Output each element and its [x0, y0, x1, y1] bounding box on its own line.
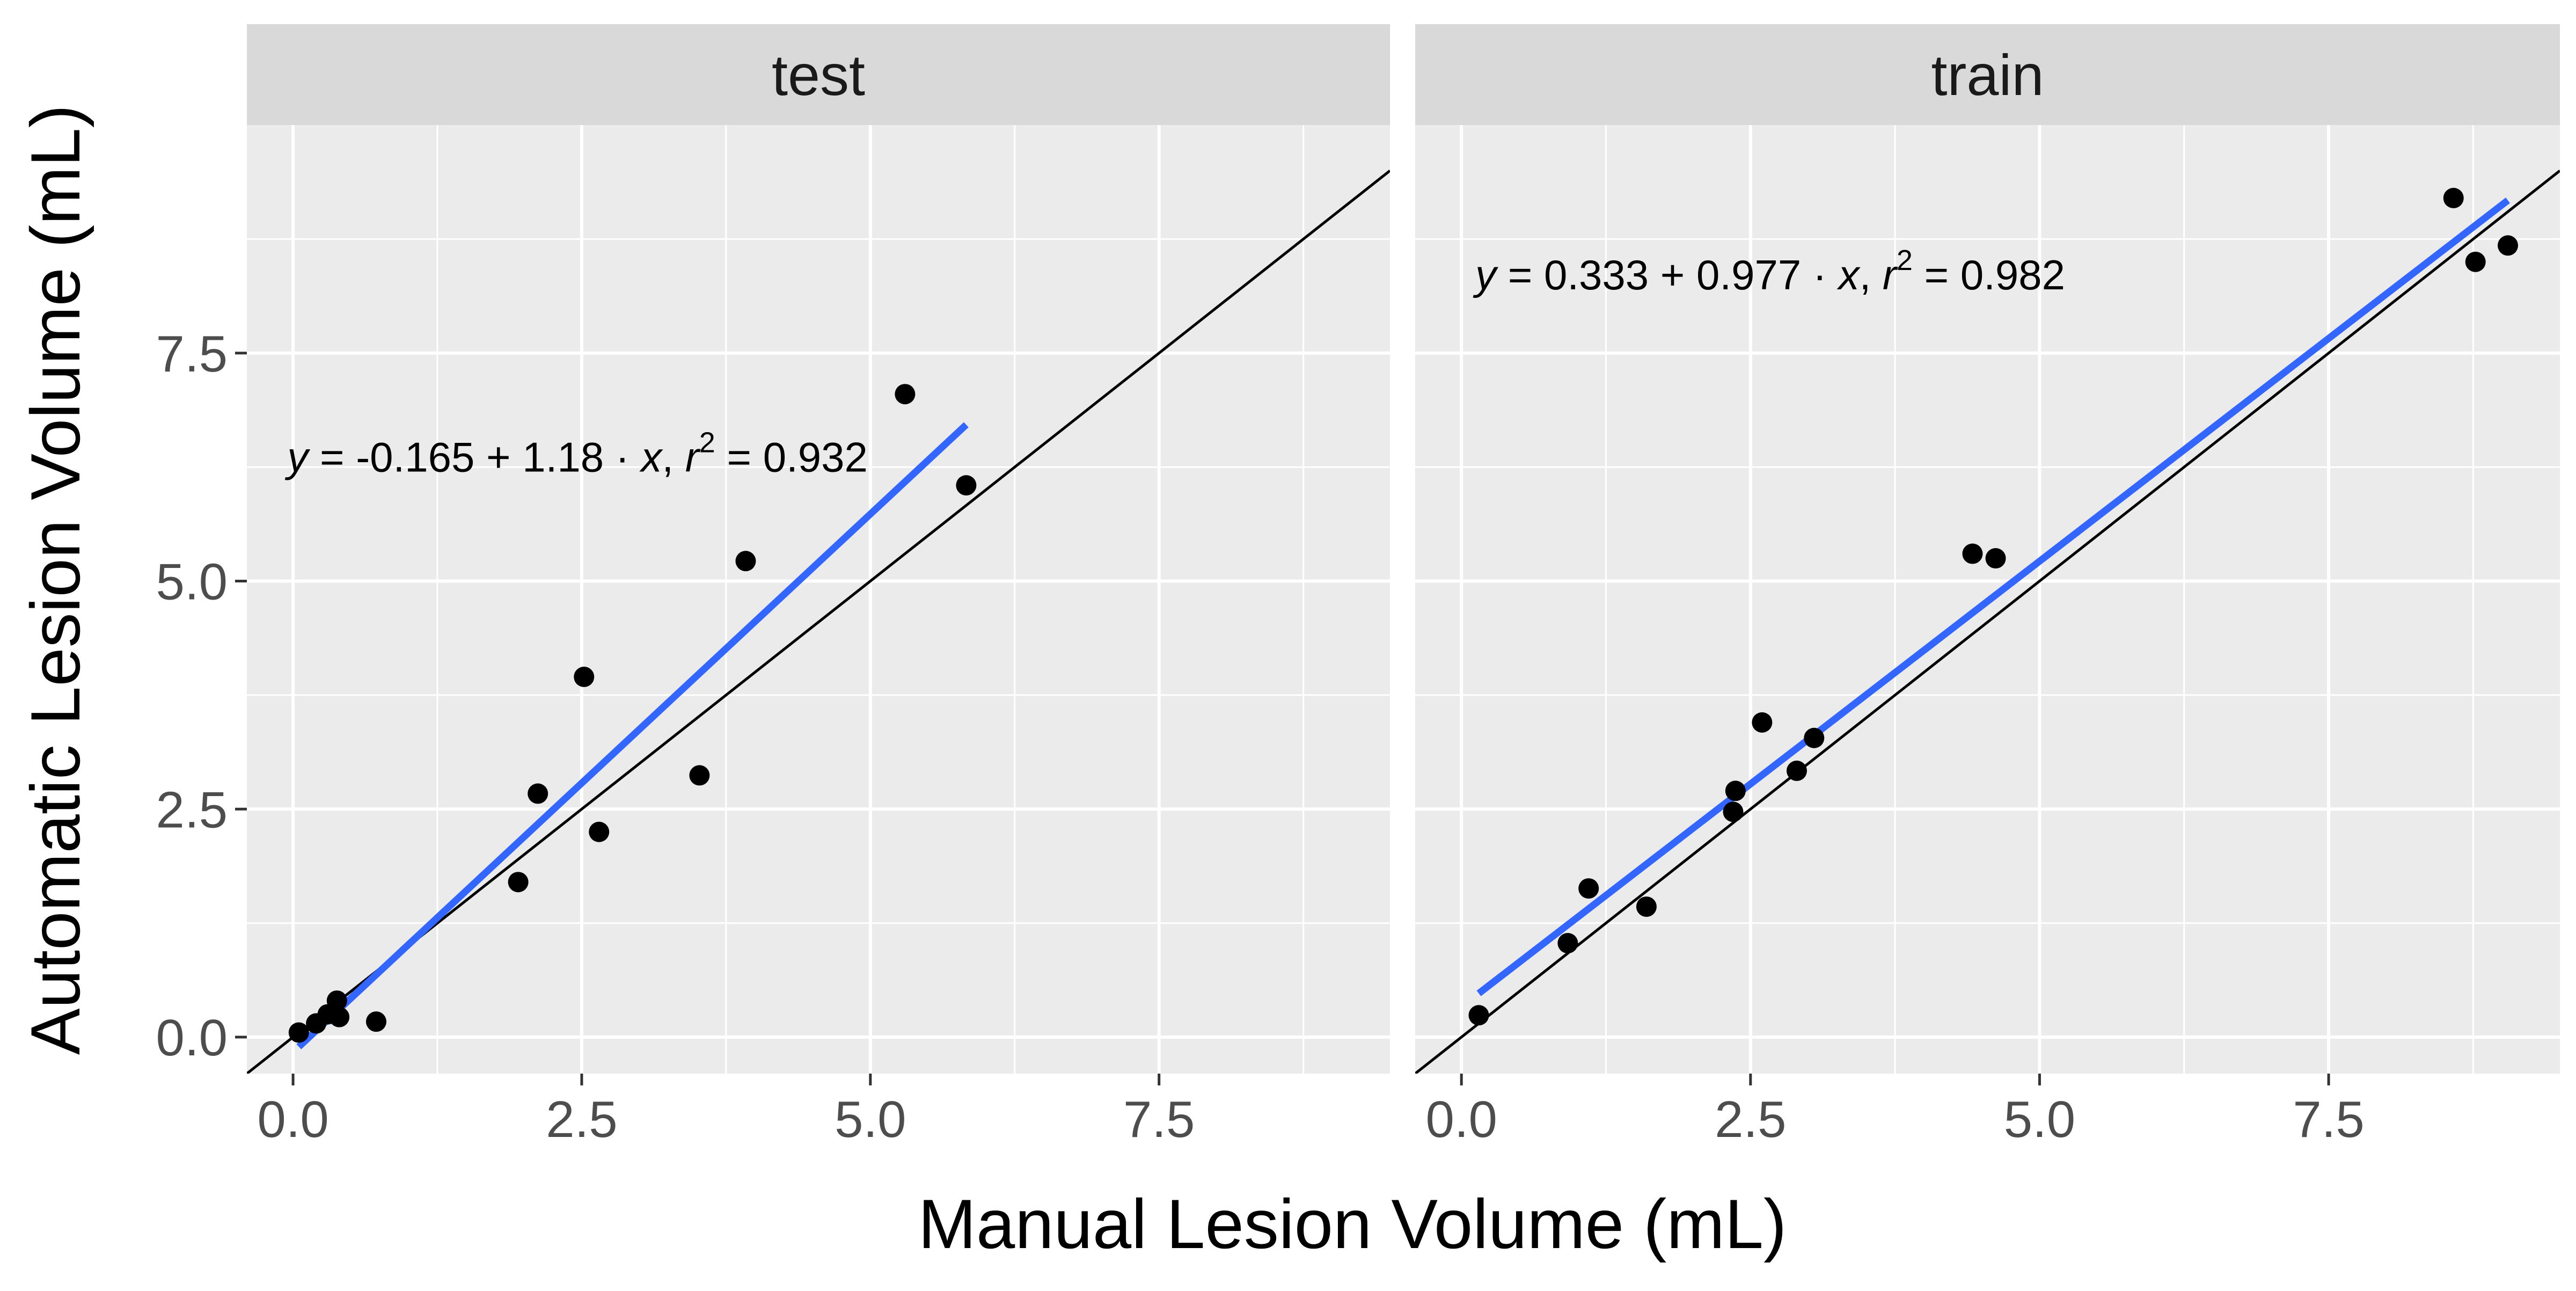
- identity-line: [1415, 169, 2560, 1074]
- y-tick-label: 2.5: [156, 781, 228, 838]
- data-point: [1636, 896, 1657, 917]
- data-point: [329, 1006, 350, 1027]
- data-point: [1752, 712, 1773, 733]
- x-tick-label: 7.5: [2293, 1091, 2364, 1148]
- panel-data-layer: [1415, 169, 2560, 1074]
- x-axis-title: Manual Lesion Volume (mL): [918, 1185, 1787, 1263]
- data-point: [365, 1011, 386, 1032]
- data-point: [956, 475, 977, 496]
- x-tick-label: 5.0: [835, 1091, 906, 1148]
- facet-strip: [1415, 24, 2560, 125]
- data-point: [689, 765, 710, 786]
- data-point: [1468, 1005, 1489, 1026]
- x-tick-label: 0.0: [257, 1091, 328, 1148]
- data-point: [528, 783, 548, 804]
- data-point: [326, 990, 347, 1011]
- x-tick-label: 7.5: [1123, 1091, 1195, 1148]
- data-point: [2465, 251, 2486, 272]
- identity-line: [247, 169, 1390, 1074]
- y-axis-title: Automatic Lesion Volume (mL): [16, 105, 94, 1055]
- y-tick-label: 7.5: [156, 325, 228, 383]
- panel-train: train y = 0.333 + 0.977 · x, r2 = 0.982 0.…: [1415, 24, 2560, 1148]
- data-point: [1804, 727, 1825, 748]
- data-point: [1962, 543, 1983, 564]
- data-point: [589, 821, 610, 842]
- data-point: [895, 384, 916, 405]
- data-point: [508, 872, 529, 893]
- facet-label: test: [772, 42, 865, 107]
- regression-line: [296, 422, 969, 1049]
- facet-strip: [247, 24, 1390, 125]
- data-point: [1725, 781, 1746, 801]
- regression-equation: y = -0.165 + 1.18 · x, r2 = 0.932: [284, 427, 868, 481]
- facet-label: train: [1931, 42, 2044, 107]
- data-point: [1557, 933, 1578, 954]
- x-tick-label: 5.0: [2004, 1091, 2075, 1148]
- y-tick-label: 5.0: [156, 553, 228, 611]
- panel-test: test y = -0.165 + 1.18 · x, r2 = 0.932 0.0…: [247, 24, 1390, 1148]
- x-tick-label: 2.5: [546, 1091, 617, 1148]
- data-point: [1723, 801, 1744, 822]
- regression-equation: y = 0.333 + 0.977 · x, r2 = 0.982: [1473, 244, 2065, 298]
- data-point: [1985, 548, 2006, 569]
- data-point: [735, 551, 756, 572]
- data-point: [2443, 187, 2464, 208]
- data-point: [1787, 760, 1807, 781]
- data-point: [288, 1022, 309, 1043]
- data-point: [2498, 235, 2519, 256]
- panel-data-layer: [247, 169, 1390, 1074]
- x-tick-label: 2.5: [1715, 1091, 1786, 1148]
- data-point: [574, 666, 595, 687]
- regression-line: [1476, 198, 2511, 996]
- y-tick-label: 0.0: [156, 1009, 228, 1067]
- data-point: [1578, 878, 1599, 899]
- x-tick-label: 0.0: [1425, 1091, 1497, 1148]
